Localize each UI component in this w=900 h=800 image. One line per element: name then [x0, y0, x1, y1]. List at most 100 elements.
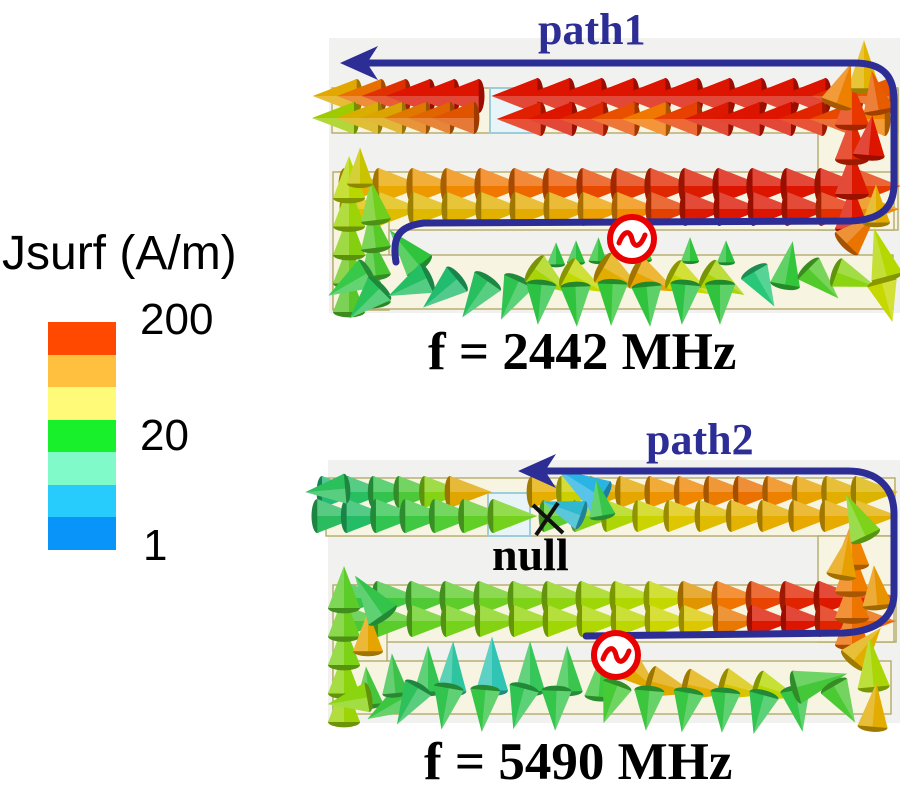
current-arrow [597, 278, 628, 327]
current-arrow [710, 687, 741, 733]
null-label: null [492, 529, 569, 580]
colorbar-swatch [48, 387, 116, 420]
current-arrow [328, 259, 376, 296]
current-arrow [509, 192, 560, 226]
current-arrow [857, 637, 890, 693]
current-arrow [863, 70, 894, 116]
current-arrow [634, 685, 665, 731]
colorbar-swatch [48, 484, 116, 518]
current-arrow [577, 192, 628, 226]
current-arrow [349, 276, 392, 319]
current-arrow [541, 685, 572, 731]
current-path-line [542, 467, 898, 640]
current-arrow [867, 277, 897, 322]
current-arrow [741, 263, 775, 307]
current-arrow [547, 242, 565, 268]
current-arrow [871, 228, 900, 284]
current-arrow [713, 192, 764, 226]
current-arrow [509, 682, 539, 730]
path1-label: path1 [538, 5, 646, 54]
current-arrow [407, 192, 458, 226]
current-arrow [560, 281, 591, 327]
current-arrow [829, 258, 877, 287]
current-arrow [789, 670, 848, 704]
colorbar-swatch [48, 354, 116, 388]
legend-title: Jsurf (A/m) [2, 227, 237, 280]
current-arrow [614, 476, 663, 508]
current-arrow [589, 480, 616, 521]
current-arrow [821, 63, 852, 111]
legend-tick-mid: 20 [140, 411, 189, 460]
current-arrow [797, 257, 839, 299]
current-arrow [747, 192, 798, 226]
current-arrow [670, 279, 701, 325]
current-arrow [406, 605, 455, 637]
colorbar-swatch [48, 322, 116, 355]
current-arrow [820, 677, 856, 723]
current-arrow [470, 684, 501, 732]
colorbar [48, 322, 116, 551]
current-arrow [396, 679, 432, 725]
frequency-label-5490: f = 5490 MHz [424, 733, 733, 791]
current-arrow [631, 281, 662, 327]
current-arrow [840, 628, 881, 672]
current-arrow [780, 605, 829, 637]
colorbar-swatch [48, 419, 116, 453]
current-arrow [770, 241, 800, 291]
ac-source-icon [607, 214, 657, 264]
current-arrow [405, 581, 456, 615]
current-arrow [487, 499, 538, 533]
current-arrow [673, 687, 704, 733]
current-arrow [645, 192, 696, 226]
current-arrow [703, 476, 751, 508]
current-arrow [835, 80, 869, 131]
colorbar-swatch [48, 517, 116, 551]
current-arrow [679, 192, 730, 226]
current-arrow [354, 575, 397, 626]
current-arrow [360, 180, 391, 226]
current-arrow [526, 279, 557, 325]
current-arrow [475, 192, 526, 226]
current-arrow [602, 678, 632, 724]
current-arrow [705, 279, 735, 325]
current-arrow [431, 102, 480, 134]
current-arrow [862, 565, 893, 611]
current-arrow [857, 682, 888, 732]
current-arrow [852, 115, 885, 161]
current-arrow [762, 476, 810, 508]
current-arrow [462, 271, 502, 318]
legend-tick-max: 200 [140, 295, 214, 344]
current-arrow [749, 689, 779, 734]
current-arrow [305, 473, 351, 504]
current-arrow [328, 565, 360, 614]
legend-tick-min: 1 [143, 521, 168, 570]
current-arrow [781, 192, 832, 226]
path2-label: path2 [646, 415, 754, 464]
current-arrow [673, 476, 722, 508]
current-arrow [440, 605, 489, 637]
current-arrow [327, 682, 373, 713]
current-arrow [423, 266, 468, 308]
current-arrow [353, 611, 383, 657]
ac-source-icon [591, 630, 641, 680]
path-arrowhead-icon [518, 454, 556, 488]
path-arrowhead-icon [340, 46, 378, 80]
current-arrow [458, 499, 508, 533]
current-arrow [826, 535, 857, 581]
current-path-line [350, 59, 898, 266]
current-arrow [500, 273, 534, 320]
current-arrow [791, 476, 840, 508]
current-arrow [543, 192, 594, 226]
current-arrow [388, 263, 435, 297]
current-arrow [433, 682, 464, 730]
current-arrow [444, 476, 493, 508]
current-arrow [610, 605, 659, 637]
current-arrow [632, 500, 680, 532]
frequency-label-2442: f = 2442 MHz [428, 323, 737, 381]
colorbar-swatch [48, 452, 116, 485]
current-arrow [382, 653, 409, 698]
current-arrow [717, 240, 735, 266]
current-arrow [845, 494, 881, 545]
